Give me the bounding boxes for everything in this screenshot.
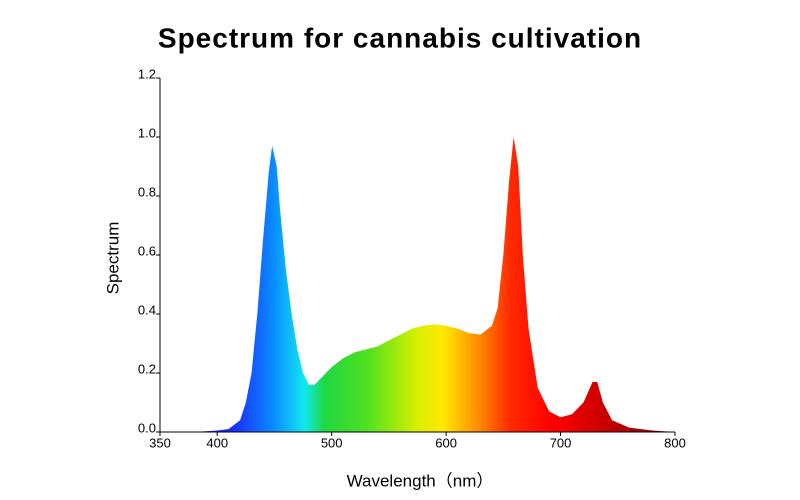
x-tick-label: 800: [664, 435, 686, 450]
x-tick-label: 700: [550, 435, 572, 450]
y-tick-label: 1.0: [138, 125, 156, 140]
x-tick-label: 500: [321, 435, 343, 450]
y-tick-label: 0.0: [138, 420, 156, 435]
y-tick-label: 0.8: [138, 184, 156, 199]
y-tick-label: 0.2: [138, 361, 156, 376]
x-axis-label: Wavelength（nm）: [347, 471, 494, 490]
x-tick-label: 600: [435, 435, 457, 450]
x-tick-label: 350: [149, 435, 171, 450]
y-tick-label: 1.2: [138, 66, 156, 81]
spectrum-area: [194, 137, 676, 432]
x-tick-label: 400: [206, 435, 228, 450]
y-axis-label: Spectrum: [103, 222, 122, 295]
y-tick-label: 0.6: [138, 243, 156, 258]
chart-title: Spectrum for cannabis cultivation: [158, 22, 642, 53]
y-tick-label: 0.4: [138, 302, 156, 317]
